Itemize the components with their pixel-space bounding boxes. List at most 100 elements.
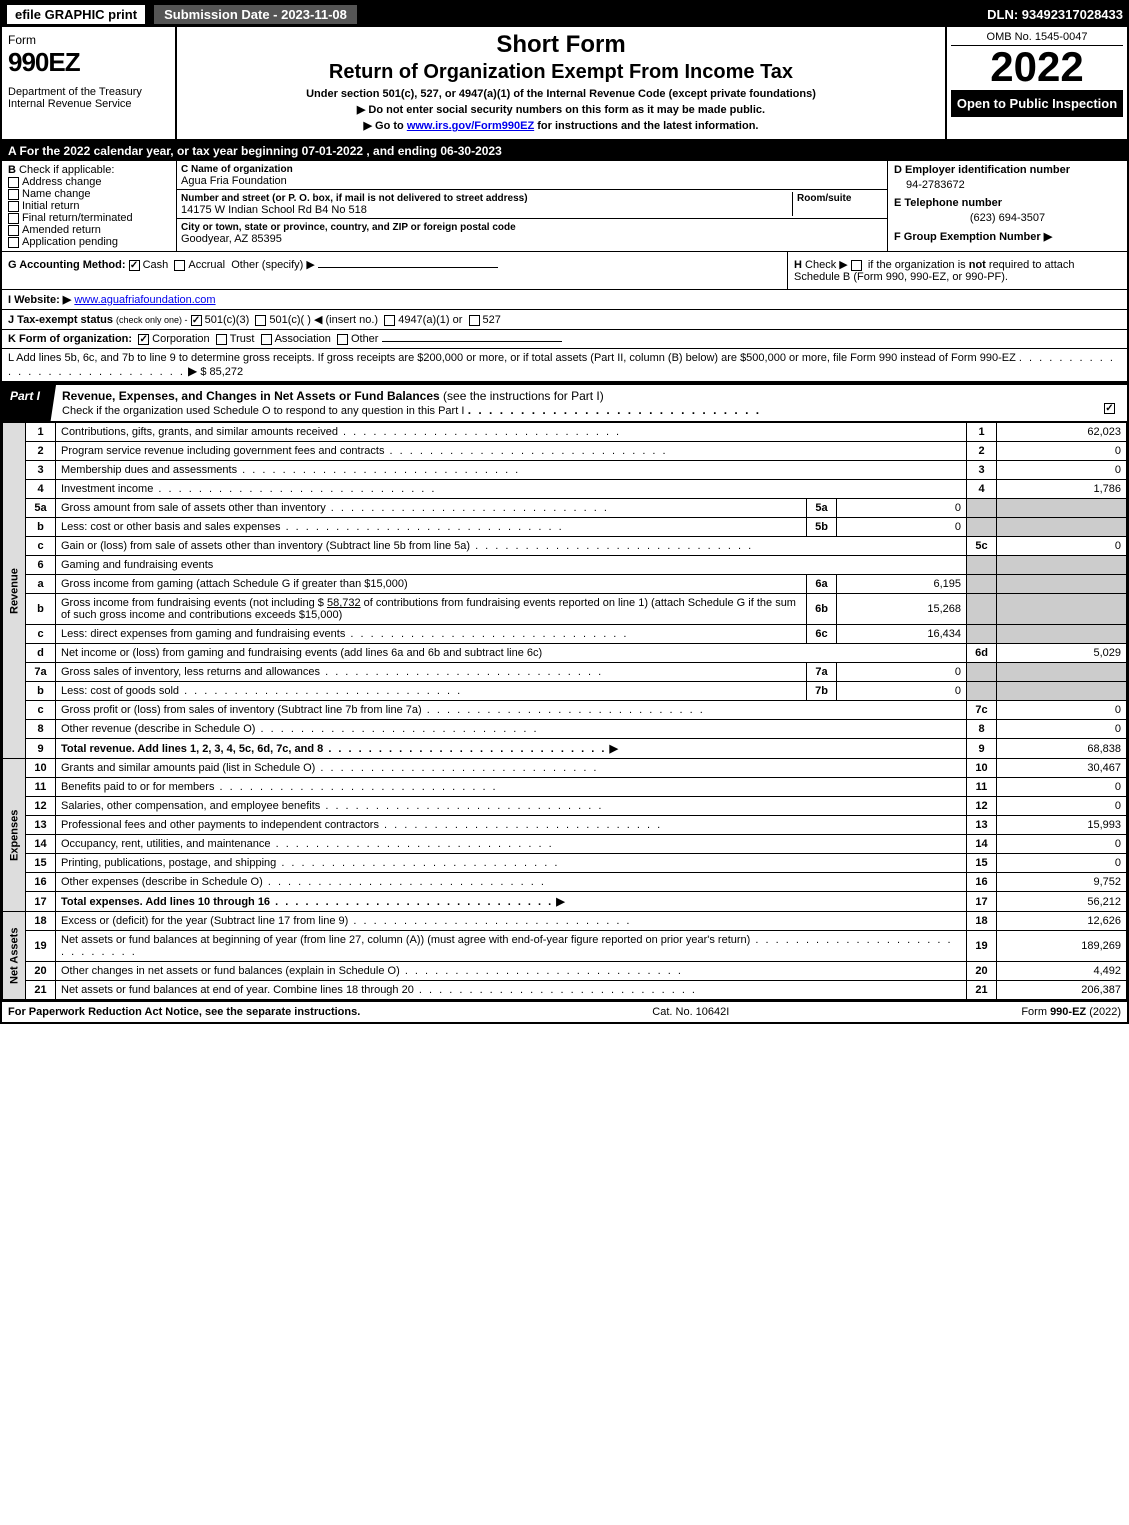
form-label: Form — [8, 33, 169, 47]
chk-other-org[interactable] — [337, 334, 348, 345]
j-sub: (check only one) - — [116, 315, 188, 325]
row-19: 19Net assets or fund balances at beginni… — [3, 931, 1127, 962]
form-number: 990EZ — [8, 47, 169, 78]
header-right: OMB No. 1545-0047 2022 Open to Public In… — [947, 27, 1127, 139]
sub3-pre: ▶ Go to — [364, 120, 407, 132]
form-header: Form 990EZ Department of the Treasury In… — [2, 27, 1127, 141]
row-18: Net Assets 18Excess or (deficit) for the… — [3, 912, 1127, 931]
chk-accrual[interactable] — [174, 260, 185, 271]
row-10: Expenses 10Grants and similar amounts pa… — [3, 759, 1127, 778]
j-insert: ◀ (insert no.) — [314, 314, 378, 326]
l-text: L Add lines 5b, 6c, and 7b to line 9 to … — [8, 352, 1016, 364]
org-name: Agua Fria Foundation — [181, 175, 287, 187]
chk-initial-return[interactable]: Initial return — [8, 200, 170, 212]
chk-corp[interactable] — [138, 334, 149, 345]
line-i: I Website: ▶ www.aguafriafoundation.com — [2, 290, 1127, 310]
chk-501c3[interactable] — [191, 315, 202, 326]
g-other-input[interactable] — [318, 267, 498, 268]
chk-cash[interactable] — [129, 260, 140, 271]
line-j: J Tax-exempt status (check only one) - 5… — [2, 310, 1127, 330]
phone-value: (623) 694-3507 — [894, 209, 1121, 230]
row-6d: dNet income or (loss) from gaming and fu… — [3, 644, 1127, 663]
chk-527[interactable] — [469, 315, 480, 326]
h-post: if the organization is — [868, 259, 969, 271]
part-1-header: Part I Revenue, Expenses, and Changes in… — [2, 383, 1127, 422]
subtitle-3: ▶ Go to www.irs.gov/Form990EZ for instru… — [185, 119, 937, 132]
chk-name-change[interactable]: Name change — [8, 188, 170, 200]
row-7b: bLess: cost of goods sold7b0 — [3, 682, 1127, 701]
chk-final-return[interactable]: Final return/terminated — [8, 212, 170, 224]
dept-label: Department of the Treasury Internal Reve… — [8, 86, 169, 110]
chk-assoc[interactable] — [261, 334, 272, 345]
efile-chip: efile GRAPHIC print — [6, 4, 146, 25]
l-arrow: ▶ — [188, 364, 197, 378]
chk-address-change[interactable]: Address change — [8, 176, 170, 188]
dln-label: DLN: 93492317028433 — [987, 7, 1123, 22]
header-left: Form 990EZ Department of the Treasury In… — [2, 27, 177, 139]
subtitle-2: ▶ Do not enter social security numbers o… — [185, 103, 937, 116]
k-label: K Form of organization: — [8, 333, 132, 345]
footer-mid: Cat. No. 10642I — [652, 1006, 729, 1018]
footer-left: For Paperwork Reduction Act Notice, see … — [8, 1006, 360, 1018]
g-label: G Accounting Method: — [8, 259, 126, 271]
i-label: I Website: ▶ — [8, 294, 71, 306]
chk-schedule-b[interactable] — [851, 260, 862, 271]
part-1-grid: Revenue 1Contributions, gifts, grants, a… — [2, 422, 1127, 1000]
chk-trust[interactable] — [216, 334, 227, 345]
line-h: H Check ▶ if the organization is not req… — [787, 252, 1127, 289]
g-other: Other (specify) ▶ — [231, 259, 315, 271]
org-address: 14175 W Indian School Rd B4 No 518 — [181, 204, 367, 216]
h-pre: Check ▶ — [805, 259, 851, 271]
j-label: J Tax-exempt status — [8, 314, 113, 326]
k-other-input[interactable] — [382, 341, 562, 342]
chk-application-pending[interactable]: Application pending — [8, 236, 170, 248]
chk-4947[interactable] — [384, 315, 395, 326]
row-12: 12Salaries, other compensation, and empl… — [3, 797, 1127, 816]
part-1-title: Revenue, Expenses, and Changes in Net As… — [56, 385, 1127, 421]
org-city: Goodyear, AZ 85395 — [181, 233, 282, 245]
cell-city: City or town, state or province, country… — [177, 219, 887, 247]
footer-right: Form 990-EZ (2022) — [1021, 1006, 1121, 1018]
title-1: Short Form — [185, 31, 937, 59]
row-4: 4Investment income41,786 — [3, 480, 1127, 499]
row-7a: 7aGross sales of inventory, less returns… — [3, 663, 1127, 682]
row-3: 3Membership dues and assessments30 — [3, 461, 1127, 480]
form-990ez-page: efile GRAPHIC print Submission Date - 20… — [0, 0, 1129, 1024]
row-21: 21Net assets or fund balances at end of … — [3, 981, 1127, 1000]
title-2: Return of Organization Exempt From Incom… — [185, 61, 937, 84]
h-label: H — [794, 259, 802, 271]
row-5a: 5aGross amount from sale of assets other… — [3, 499, 1127, 518]
page-footer: For Paperwork Reduction Act Notice, see … — [2, 1000, 1127, 1022]
row-15: 15Printing, publications, postage, and s… — [3, 854, 1127, 873]
section-gh: G Accounting Method: Cash Accrual Other … — [2, 252, 1127, 290]
cell-name: C Name of organization Agua Fria Foundat… — [177, 161, 887, 190]
row-16: 16Other expenses (describe in Schedule O… — [3, 873, 1127, 892]
tax-year: 2022 — [951, 46, 1123, 88]
f-label: F Group Exemption Number ▶ — [894, 230, 1121, 243]
line-l: L Add lines 5b, 6c, and 7b to line 9 to … — [2, 349, 1127, 383]
website-link[interactable]: www.aguafriafoundation.com — [74, 294, 215, 306]
top-bar: efile GRAPHIC print Submission Date - 20… — [2, 2, 1127, 27]
row-13: 13Professional fees and other payments t… — [3, 816, 1127, 835]
subtitle-1: Under section 501(c), 527, or 4947(a)(1)… — [185, 88, 937, 100]
d-label: D Employer identification number — [894, 164, 1121, 176]
irs-link[interactable]: www.irs.gov/Form990EZ — [407, 120, 534, 132]
chk-amended-return[interactable]: Amended return — [8, 224, 170, 236]
line-g: G Accounting Method: Cash Accrual Other … — [2, 252, 787, 289]
chk-501c[interactable] — [255, 315, 266, 326]
ein-value: 94-2783672 — [894, 176, 1121, 197]
addr-label: Number and street (or P. O. box, if mail… — [181, 193, 528, 204]
row-6b: bGross income from fundraising events (n… — [3, 594, 1127, 625]
room-label: Room/suite — [797, 193, 851, 204]
chk-schedule-o[interactable] — [1104, 403, 1115, 414]
row-11: 11Benefits paid to or for members110 — [3, 778, 1127, 797]
e-label: E Telephone number — [894, 197, 1121, 209]
h-not: not — [969, 259, 986, 271]
expenses-label: Expenses — [3, 759, 26, 912]
b-label: B — [8, 164, 16, 176]
netassets-label: Net Assets — [3, 912, 26, 1000]
sub3-post: for instructions and the latest informat… — [534, 120, 758, 132]
row-7c: cGross profit or (loss) from sales of in… — [3, 701, 1127, 720]
row-2: 2Program service revenue including gover… — [3, 442, 1127, 461]
header-center: Short Form Return of Organization Exempt… — [177, 27, 947, 139]
